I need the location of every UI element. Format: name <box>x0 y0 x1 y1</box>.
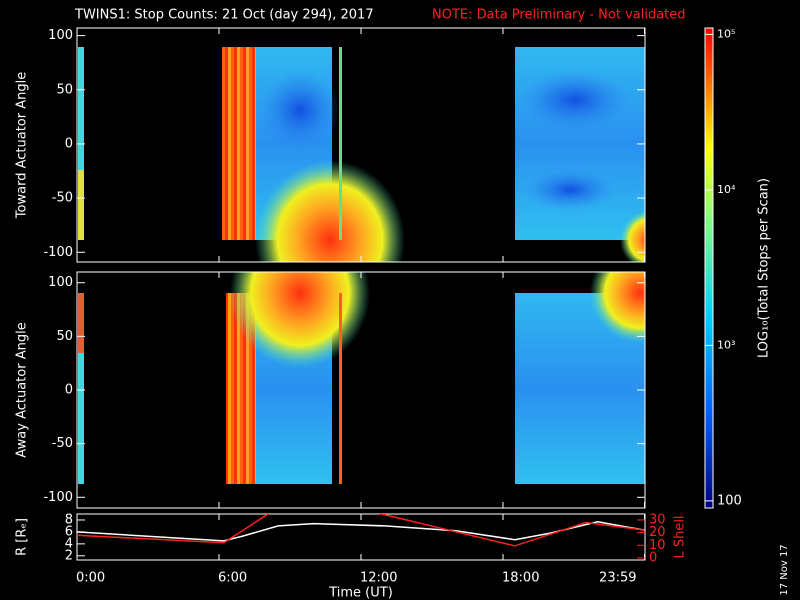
y-tick-label: 0 <box>65 383 73 398</box>
colorbar <box>704 27 714 509</box>
x-tick-label: 12:00 <box>360 571 397 586</box>
y2-axis-label: L Shell <box>673 515 688 558</box>
x-tick-label: 23:59 <box>599 571 636 586</box>
lines <box>77 514 645 547</box>
y-axis-label: Toward Actuator Angle <box>15 72 30 219</box>
y-tick-label: 100 <box>48 275 73 290</box>
y-tick-label: 50 <box>56 329 73 344</box>
y-tick-label: -100 <box>43 245 73 260</box>
y2-tick-label: 10 <box>649 538 666 553</box>
y-axis-label: Away Actuator Angle <box>15 322 30 457</box>
colorbar-tick-label: 10³ <box>717 338 735 351</box>
y-tick-label: -50 <box>52 191 73 206</box>
colorbar-tick-label: 100 <box>717 493 742 508</box>
date: 17 Nov 17 <box>779 544 790 595</box>
y-tick-label: 2 <box>65 548 73 563</box>
y-tick-label: 100 <box>48 28 73 43</box>
x-tick-label: 18:00 <box>502 571 539 586</box>
x-tick-label: 6:00 <box>218 571 247 586</box>
colorbar-label: LOG₁₀(Total Stops per Scan) <box>757 178 772 358</box>
y2-tick-label: 0 <box>649 550 657 565</box>
y-tick-label: 4 <box>65 536 73 551</box>
colorbar-tick-label: 10⁵ <box>717 27 735 40</box>
y-tick-label: 50 <box>56 82 73 97</box>
y-axis-label: R [Rₑ] <box>15 518 30 556</box>
colorbar-tick-label: 10⁴ <box>717 183 736 196</box>
y-tick-label: 8 <box>65 512 73 527</box>
x-tick-label: 0:00 <box>76 571 105 586</box>
spectrogram-toward <box>78 47 645 262</box>
title: TWINS1: Stop Counts: 21 Oct (day 294), 2… <box>74 8 374 23</box>
y2-tick-label: 30 <box>649 512 666 527</box>
note: NOTE: Data Preliminary - Not validated <box>432 8 686 23</box>
y-tick-label: 0 <box>65 136 73 151</box>
y-tick-label: 6 <box>65 524 73 539</box>
y-tick-label: -100 <box>43 490 73 505</box>
spectrogram-away <box>78 272 645 484</box>
x-axis-label: Time (UT) <box>328 586 393 600</box>
series-line <box>77 514 645 547</box>
y2-tick-label: 20 <box>649 525 666 540</box>
y-tick-label: -50 <box>52 436 73 451</box>
